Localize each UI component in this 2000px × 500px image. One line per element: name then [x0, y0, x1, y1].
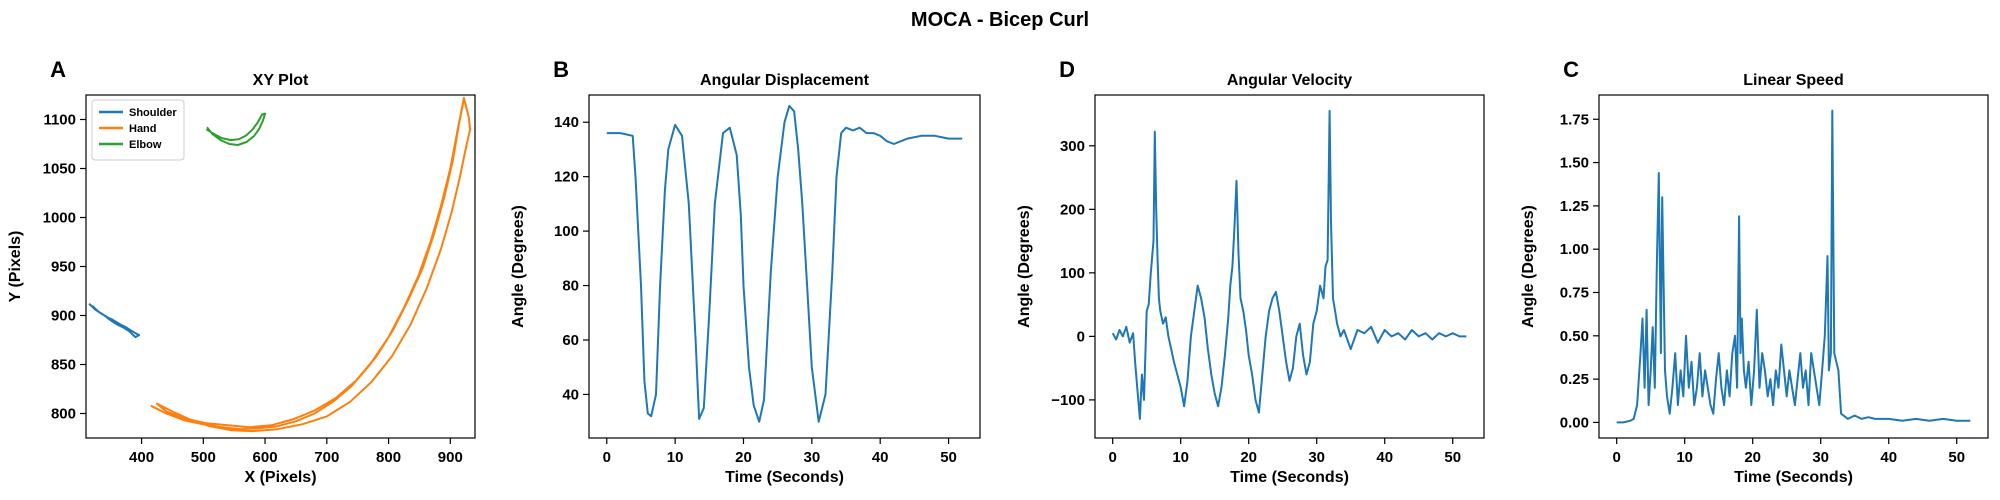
y-tick-label: 850 — [51, 357, 76, 374]
x-tick-label: 500 — [191, 449, 216, 466]
y-tick-label: 0.75 — [1560, 284, 1589, 301]
x-axis-label: Time (Seconds) — [725, 469, 844, 486]
x-tick-label: 40 — [1880, 449, 1897, 466]
legend-label-elbow: Elbow — [129, 139, 162, 151]
plot-frame — [1598, 94, 1989, 439]
panel-title: Angular Velocity — [1227, 72, 1352, 89]
x-tick-label: 20 — [1240, 449, 1257, 466]
y-tick-label: 900 — [51, 308, 76, 325]
y-tick-label: 80 — [562, 278, 579, 295]
legend-label-shoulder: Shoulder — [129, 107, 177, 119]
y-tick-label: 0 — [1077, 328, 1085, 345]
panel-d: 0 10 20 30 40 50 −100 0 100 200 300 Angular Velocit… — [1016, 57, 1485, 486]
x-tick-label: 0 — [1613, 449, 1621, 466]
y-tick-label: 1.00 — [1560, 241, 1589, 258]
series-line-hand — [150, 96, 472, 433]
panel-title: XY Plot — [253, 72, 309, 89]
y-axis-label: Angle (Degrees) — [1520, 205, 1537, 328]
x-tick-label: 40 — [872, 449, 889, 466]
y-tick-label: 1050 — [43, 161, 76, 178]
y-tick-label: 1.50 — [1560, 155, 1589, 172]
y-axis-label: Angle (Degrees) — [1016, 205, 1033, 328]
figure-suptitle: MOCA - Bicep Curl — [911, 9, 1089, 31]
panels: 400 500 600 700 800 9008008509009501000105011… — [7, 57, 1989, 486]
x-tick-label: 40 — [1376, 449, 1393, 466]
y-tick-label: −100 — [1051, 392, 1085, 409]
x-tick-label: 800 — [376, 449, 401, 466]
panel-a: 400 500 600 700 800 900 800 850 900 950 1000 1050 11… — [7, 57, 476, 486]
x-axis-label: Time (Seconds) — [1230, 469, 1349, 486]
x-tick-label: 10 — [1676, 449, 1693, 466]
x-tick-label: 10 — [667, 449, 684, 466]
x-tick-label: 0 — [603, 449, 611, 466]
panel-c: 0 10 20 30 40 50 0.00 0.25 0.50 0.75 1.00 1.25 1.50 1… — [1520, 57, 1989, 486]
x-tick-label: 30 — [1812, 449, 1829, 466]
series-line — [1111, 109, 1467, 420]
x-tick-label: 10 — [1172, 449, 1189, 466]
x-tick-label: 50 — [1948, 449, 1965, 466]
y-tick-label: 140 — [554, 114, 579, 131]
plot-frame — [1094, 94, 1485, 439]
y-tick-label: 0.00 — [1560, 414, 1589, 431]
series-line — [606, 104, 963, 423]
legend: Shoulder Hand Elbow — [91, 99, 185, 161]
x-tick-label: 50 — [1444, 449, 1461, 466]
y-tick-label: 1000 — [43, 210, 76, 227]
x-axis-label: Time (Seconds) — [1734, 469, 1853, 486]
panel-letter: C — [1563, 57, 1579, 82]
x-tick-label: 0 — [1109, 449, 1117, 466]
y-axis-label: Angle (Degrees) — [510, 205, 527, 328]
y-tick-label: 950 — [51, 259, 76, 276]
y-axis-label: Y (Pixels) — [7, 231, 24, 303]
y-tick-label: 1.25 — [1560, 198, 1589, 215]
y-tick-label: 0.25 — [1560, 371, 1589, 388]
y-tick-label: 100 — [554, 223, 579, 240]
panel-letter: B — [553, 57, 569, 82]
panel-letter: A — [50, 57, 66, 82]
x-tick-label: 600 — [253, 449, 278, 466]
y-tick-label: 800 — [51, 406, 76, 423]
y-tick-label: 200 — [1060, 201, 1085, 218]
series-line-shoulder — [88, 302, 141, 339]
y-tick-label: 0.50 — [1560, 328, 1589, 345]
x-tick-label: 30 — [1308, 449, 1325, 466]
y-tick-label: 100 — [1060, 265, 1085, 282]
legend-label-hand: Hand — [129, 123, 157, 135]
series-line-elbow — [205, 112, 267, 146]
x-axis-label: X (Pixels) — [244, 469, 316, 486]
y-tick-label: 40 — [562, 386, 579, 403]
x-tick-label: 30 — [803, 449, 820, 466]
panel-title: Angular Displacement — [700, 72, 870, 89]
x-tick-label: 20 — [735, 449, 752, 466]
y-tick-label: 300 — [1060, 138, 1085, 155]
x-tick-label: 20 — [1744, 449, 1761, 466]
y-tick-label: 1100 — [43, 112, 76, 129]
x-tick-label: 400 — [129, 449, 154, 466]
x-tick-label: 50 — [940, 449, 957, 466]
panel-letter: D — [1059, 57, 1075, 82]
series-line — [1616, 109, 1971, 424]
x-tick-label: 700 — [314, 449, 339, 466]
x-tick-label: 900 — [438, 449, 463, 466]
y-tick-label: 120 — [554, 169, 579, 186]
y-tick-label: 1.75 — [1560, 111, 1589, 128]
y-tick-label: 60 — [562, 332, 579, 349]
panel-b: 0 10 20 30 40 50 40 60 80 100 120 140 Angular Displa… — [510, 57, 981, 486]
panel-title: Linear Speed — [1743, 72, 1843, 89]
plot-frame — [588, 94, 981, 439]
